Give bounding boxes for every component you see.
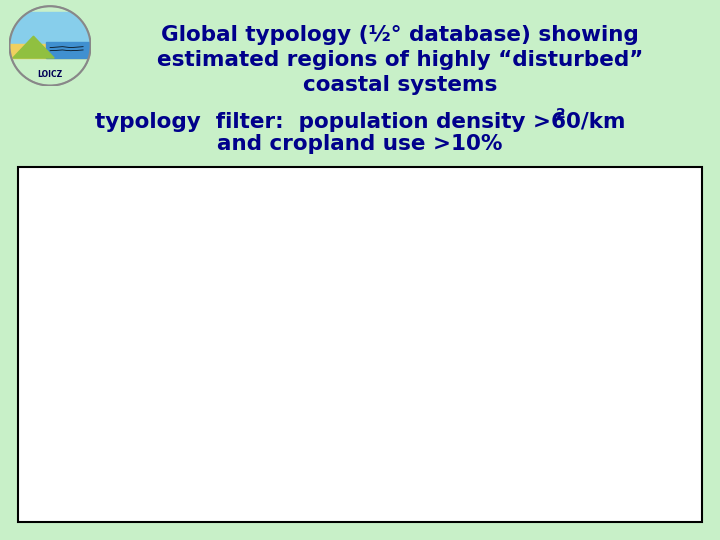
Text: 2: 2 (556, 107, 566, 121)
Text: coastal systems: coastal systems (303, 75, 498, 95)
Polygon shape (13, 36, 54, 58)
Text: and cropland use >10%: and cropland use >10% (217, 134, 503, 154)
Circle shape (9, 6, 91, 85)
Text: estimated regions of highly “disturbed”: estimated regions of highly “disturbed” (157, 50, 643, 70)
Polygon shape (10, 44, 90, 58)
Polygon shape (10, 12, 90, 44)
Bar (18, 167, 702, 522)
Polygon shape (46, 42, 90, 58)
Text: LOICZ: LOICZ (37, 70, 63, 79)
Text: typology  filter:  population density >60/km: typology filter: population density >60/… (95, 112, 625, 132)
Text: Global typology (½° database) showing: Global typology (½° database) showing (161, 25, 639, 45)
